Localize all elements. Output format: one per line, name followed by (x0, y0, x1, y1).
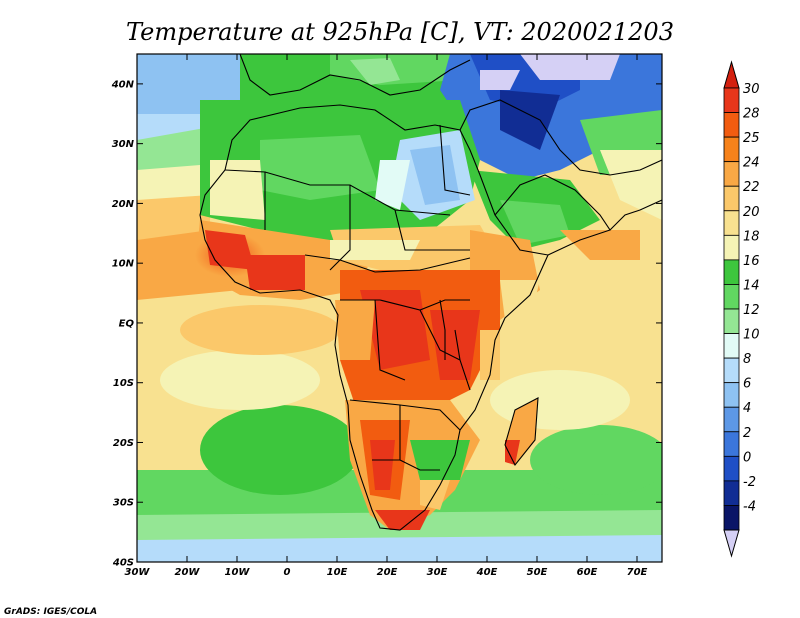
colorbar-label: -2 (743, 475, 756, 490)
colorbar-swatch (723, 284, 740, 310)
colorbar-swatch (723, 333, 740, 359)
lon-tick-label: 50E (527, 567, 548, 578)
colorbar-swatch (723, 112, 740, 138)
map-frame (136, 53, 663, 563)
colorbar-label: 6 (743, 377, 751, 392)
colorbar-swatch (723, 357, 740, 384)
colorbar-label: 20 (743, 205, 760, 220)
colorbar-swatch (723, 480, 740, 506)
temperature-field (137, 54, 662, 562)
colorbar-swatch (723, 455, 740, 482)
lat-tick-label: 10S (113, 378, 134, 389)
latitude-axis: 40N 30N 20N 10N EQ 10S 20S 30S 40S (111, 79, 662, 569)
longitude-axis: 30W 20W 10W 0 10E 20E 30E 40E 50E 60E 70E (125, 54, 648, 578)
grads-credit: GrADS: IGES/COLA (4, 607, 97, 617)
colorbar-swatch (723, 161, 740, 187)
colorbar-swatch (723, 136, 740, 163)
colorbar-label: 18 (743, 229, 760, 244)
colorbar-label: 14 (743, 278, 760, 293)
coastline-outline (199, 54, 662, 531)
colorbar-swatch (723, 308, 740, 334)
colorbar-label: 10 (743, 328, 760, 343)
colorbar-top-arrow (723, 60, 740, 89)
colorbar-label: 28 (743, 107, 760, 122)
colorbar-label: 0 (743, 450, 751, 465)
lat-tick-label: 20N (112, 199, 135, 210)
colorbar-swatch (723, 259, 740, 285)
lon-tick-label: 30E (427, 567, 448, 578)
colorbar-swatch (723, 431, 740, 457)
lon-tick-label: 40E (476, 567, 498, 578)
colorbar-bottom-arrow (723, 529, 740, 558)
map-title: Temperature at 925hPa [C], VT: 202002120… (126, 18, 674, 46)
lon-tick-label: 0 (284, 567, 291, 578)
colorbar-label: 4 (743, 401, 751, 416)
colorbar-label: 24 (743, 156, 760, 171)
colorbar-label: 12 (743, 303, 760, 318)
lat-tick-label: 40N (111, 79, 135, 90)
lon-tick-label: 60E (577, 567, 598, 578)
lat-tick-label: 30N (112, 139, 135, 150)
colorbar-label: 16 (743, 254, 760, 269)
lon-tick-label: 30W (125, 567, 151, 578)
lat-tick-label: EQ (119, 318, 135, 329)
colorbar-swatch (723, 505, 740, 531)
colorbar-label: 22 (743, 180, 760, 195)
lon-tick-label: 10W (225, 567, 251, 578)
colorbar-swatch (723, 185, 740, 212)
colorbar-swatch (723, 87, 740, 113)
lon-tick-label: 70E (627, 567, 648, 578)
colorbar-label: 2 (743, 426, 751, 441)
colorbar-swatch (723, 382, 740, 408)
colorbar-swatch (723, 406, 740, 433)
colorbar-swatch (723, 210, 740, 236)
colorbar-label: 25 (743, 131, 760, 146)
lon-tick-label: 10E (327, 567, 348, 578)
colorbar-swatch (723, 234, 740, 261)
colorbar-label: 8 (743, 352, 751, 367)
lat-tick-label: 30S (113, 498, 134, 509)
lat-tick-label: 10N (112, 259, 135, 270)
lat-tick-label: 40S (112, 558, 134, 569)
colorbar-label: 30 (743, 82, 760, 97)
lon-tick-label: 20E (377, 567, 398, 578)
colorbar-label: -4 (743, 499, 756, 514)
lon-tick-label: 20W (175, 567, 201, 578)
lat-tick-label: 20S (113, 438, 134, 449)
